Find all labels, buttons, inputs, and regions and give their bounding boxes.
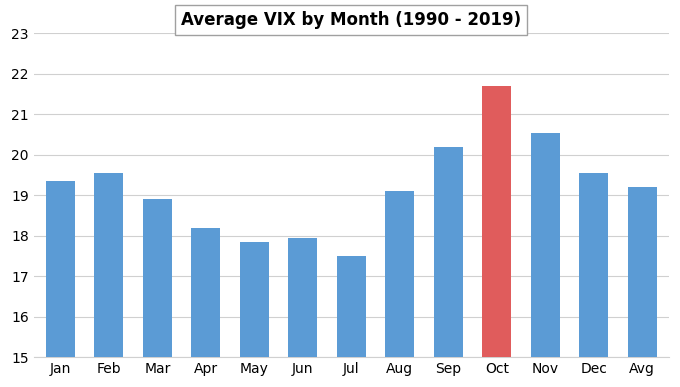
Bar (240, 242, 269, 357)
Bar (46, 181, 75, 357)
Bar (628, 187, 657, 357)
Bar (95, 173, 124, 357)
Bar (579, 173, 609, 357)
Bar (288, 238, 318, 357)
Title: Average VIX by Month (1990 - 2019): Average VIX by Month (1990 - 2019) (182, 11, 522, 29)
Bar (191, 228, 220, 357)
Bar (386, 191, 414, 357)
Bar (434, 147, 463, 357)
Bar (143, 199, 172, 357)
Bar (530, 132, 560, 357)
Bar (337, 256, 366, 357)
Bar (482, 86, 511, 357)
